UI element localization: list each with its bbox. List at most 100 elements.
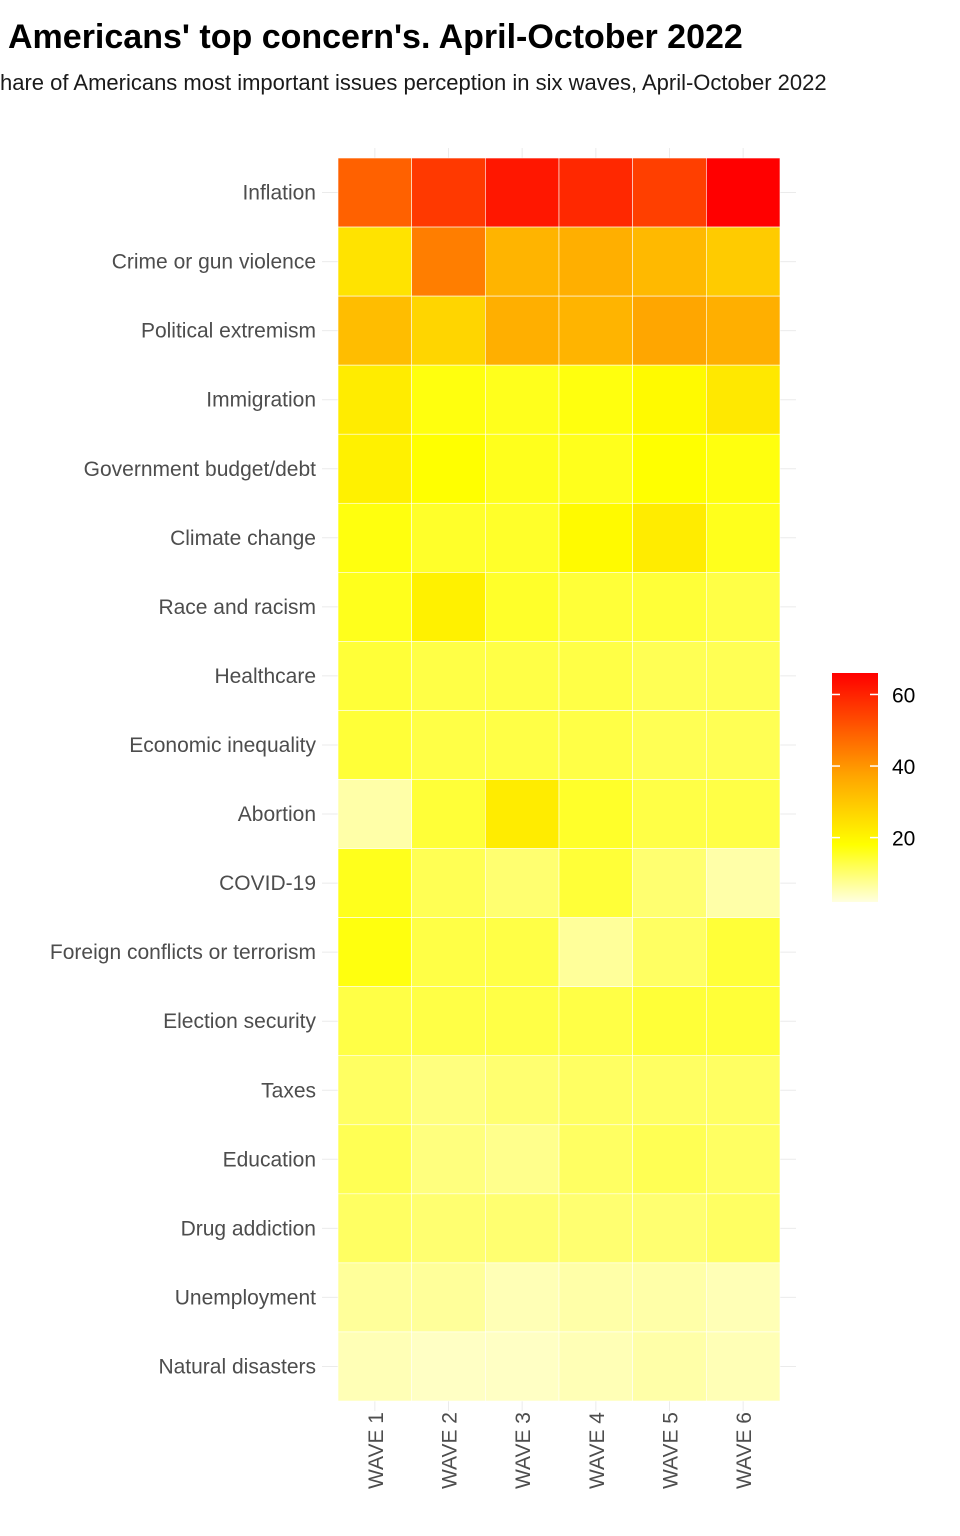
x-tick-label: WAVE 3 <box>512 1412 535 1489</box>
heatmap-cell <box>337 364 412 435</box>
heatmap-cell <box>411 433 486 504</box>
heatmap-cell <box>337 157 412 228</box>
heatmap-cell <box>706 433 781 504</box>
heatmap-cell <box>632 848 707 918</box>
heatmap-cell <box>706 364 781 435</box>
heatmap-cell <box>485 1331 560 1402</box>
heatmap-cell <box>337 848 412 918</box>
heatmap-cell <box>337 295 412 366</box>
heatmap-cell <box>558 364 633 435</box>
heatmap-cell <box>411 641 486 711</box>
heatmap-cell <box>411 502 486 573</box>
heatmap-cell <box>632 917 707 987</box>
x-tick-label: WAVE 2 <box>439 1412 462 1489</box>
heatmap-cell <box>558 1124 633 1195</box>
heatmap-cell <box>706 1124 781 1195</box>
heatmap-cell <box>706 295 781 366</box>
heatmap-cell <box>411 986 486 1057</box>
heatmap-cell <box>485 226 560 297</box>
heatmap-cell <box>632 364 707 435</box>
y-tick-label: Education <box>223 1148 316 1171</box>
y-tick-label: Political extremism <box>141 320 316 343</box>
heatmap-cell <box>485 157 560 228</box>
heatmap-cell <box>558 779 633 849</box>
heatmap-cell <box>558 572 633 642</box>
heatmap-cell <box>411 1124 486 1195</box>
heatmap-cell <box>632 641 707 711</box>
heatmap-cell <box>706 986 781 1057</box>
heatmap-cell <box>706 1055 781 1126</box>
heatmap-cell <box>632 779 707 849</box>
heatmap-cell <box>411 1055 486 1126</box>
heatmap-cell <box>558 1055 633 1126</box>
heatmap-cell <box>706 779 781 849</box>
heatmap-cell <box>706 1193 781 1264</box>
heatmap-cell <box>706 502 781 573</box>
heatmap-cell <box>485 1055 560 1126</box>
heatmap-cell <box>558 433 633 504</box>
heatmap-cell <box>411 157 486 228</box>
y-tick-label: Healthcare <box>214 665 316 688</box>
x-tick-label: WAVE 5 <box>660 1412 683 1489</box>
heatmap-cell <box>411 1193 486 1264</box>
heatmap-cell <box>411 572 486 642</box>
heatmap-cell <box>558 1331 633 1402</box>
colorbar-tick-label: 60 <box>892 684 915 707</box>
y-tick-label: Race and racism <box>158 596 316 619</box>
heatmap-cell <box>411 917 486 987</box>
heatmap-cell <box>706 226 781 297</box>
heatmap-cell <box>706 710 781 780</box>
heatmap-cell <box>558 157 633 228</box>
heatmap-cell <box>558 641 633 711</box>
colorbar-tick-label: 20 <box>892 828 915 851</box>
x-tick-label: WAVE 1 <box>365 1412 388 1489</box>
heatmap-cell <box>632 433 707 504</box>
heatmap-cell <box>411 779 486 849</box>
heatmap-cell <box>706 641 781 711</box>
heatmap-cell <box>485 433 560 504</box>
heatmap-cell <box>485 1193 560 1264</box>
heatmap-cell <box>485 848 560 918</box>
heatmap-cell <box>632 295 707 366</box>
heatmap-cell <box>485 641 560 711</box>
chart-title: Americans' top concern's. April-October … <box>8 18 743 56</box>
heatmap-cell <box>632 1262 707 1333</box>
heatmap-cell <box>337 433 412 504</box>
heatmap-cell <box>337 502 412 573</box>
heatmap-cell <box>337 641 412 711</box>
heatmap-cell <box>337 1331 412 1402</box>
y-tick-label: Climate change <box>170 527 316 550</box>
heatmap-cell <box>337 986 412 1057</box>
heatmap-cell <box>485 502 560 573</box>
heatmap-cell <box>706 572 781 642</box>
heatmap-cell <box>558 502 633 573</box>
y-tick-label: Election security <box>163 1010 316 1033</box>
heatmap-cell <box>706 157 781 228</box>
heatmap-cell <box>632 572 707 642</box>
heatmap-cell <box>337 1262 412 1333</box>
heatmap-cell <box>485 1262 560 1333</box>
heatmap-cell <box>558 226 633 297</box>
heatmap-cell <box>485 295 560 366</box>
heatmap-cell <box>485 1124 560 1195</box>
chart-subtitle: hare of Americans most important issues … <box>0 70 827 95</box>
heatmap-cell <box>337 226 412 297</box>
heatmap-cell <box>632 1055 707 1126</box>
colorbar-legend: 20 40 60 <box>832 673 915 902</box>
heatmap-cell <box>485 779 560 849</box>
heatmap-cell <box>411 710 486 780</box>
heatmap-cell <box>706 1331 781 1402</box>
heatmap-cell <box>558 986 633 1057</box>
heatmap-cell <box>632 502 707 573</box>
heatmap-cell <box>337 1193 412 1264</box>
heatmap-cell <box>558 917 633 987</box>
colorbar <box>832 673 878 902</box>
heatmap-cell <box>558 710 633 780</box>
y-tick-label: Natural disasters <box>158 1355 316 1378</box>
heatmap-cell <box>485 572 560 642</box>
heatmap-cell <box>558 848 633 918</box>
heatmap-cell <box>706 848 781 918</box>
y-tick-label: Taxes <box>261 1079 316 1102</box>
heatmap-cell <box>632 986 707 1057</box>
heatmap-cell <box>485 917 560 987</box>
